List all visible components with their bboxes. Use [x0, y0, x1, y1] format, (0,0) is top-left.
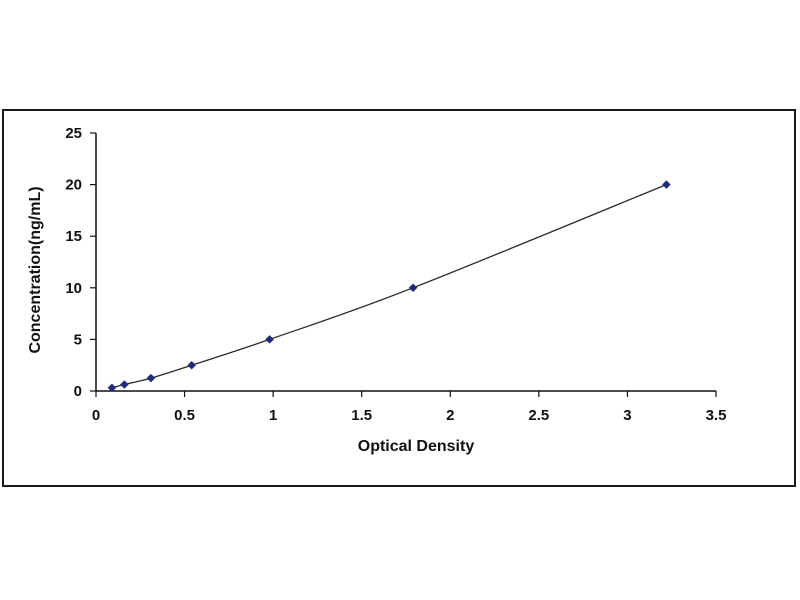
x-tick-label: 1.5 [351, 407, 372, 424]
x-tick-label: 1 [269, 407, 277, 424]
data-point [119, 380, 129, 389]
y-axis-title: Concentration(ng/mL) [27, 186, 44, 353]
x-tick-label: 0 [92, 407, 100, 424]
data-point [187, 360, 197, 370]
axes [95, 133, 716, 392]
data-points [107, 180, 671, 393]
data-point [265, 335, 274, 344]
x-tick-label: 3 [623, 407, 631, 424]
x-tick-label: 2.5 [528, 407, 549, 424]
fit-curve [111, 183, 667, 389]
x-tick-label: 3.5 [706, 407, 727, 424]
y-tick-label: 0 [74, 383, 82, 400]
y-ticks: 0 5 10 15 20 25 [65, 125, 96, 400]
x-axis-title: Optical Density [358, 438, 475, 455]
data-point [662, 180, 671, 189]
y-tick-label: 15 [65, 228, 82, 245]
y-tick-label: 25 [65, 125, 82, 142]
data-point [408, 283, 418, 293]
x-tick-label: 2 [446, 407, 454, 424]
standard-curve-chart: 0 0.5 1 1.5 2 2.5 3 3.5 0 5 10 15 20 25 Optical Dens… [27, 125, 727, 455]
data-point [107, 383, 117, 393]
data-point [146, 373, 156, 383]
y-tick-label: 10 [65, 280, 82, 297]
y-tick-label: 5 [74, 331, 82, 348]
x-tick-label: 0.5 [174, 407, 195, 424]
chart-frame: 0 0.5 1 1.5 2 2.5 3 3.5 0 5 10 15 20 25 Optical Dens… [2, 109, 796, 487]
y-tick-label: 20 [65, 177, 82, 194]
x-ticks: 0 0.5 1 1.5 2 2.5 3 3.5 [92, 391, 727, 424]
